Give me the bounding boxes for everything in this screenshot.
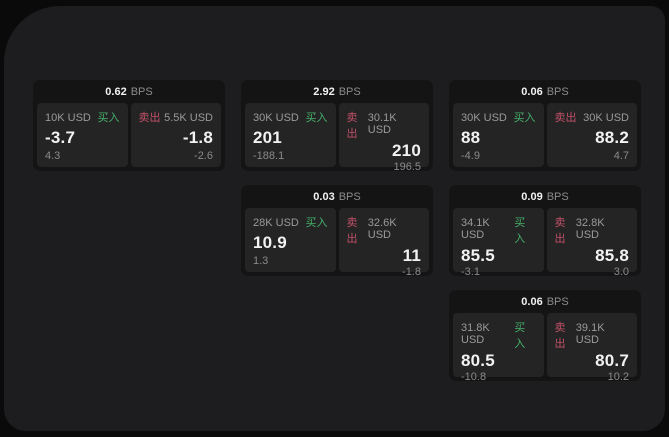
buy-price: 88 (461, 127, 481, 147)
buy-tag: 买入 (305, 217, 328, 229)
sell-delta: 196.5 (393, 161, 421, 171)
buy-delta: -188.1 (253, 150, 285, 162)
buy-price-tile[interactable]: 30K USD 买入 201 -188.1 (245, 103, 336, 167)
sell-size-label: 32.8K USD (575, 217, 605, 241)
sell-price: 11 (402, 246, 421, 265)
sell-price: 85.8 (595, 246, 629, 265)
sell-size-label: 5.5K USD (164, 112, 213, 124)
spread-value: 0.62 (105, 85, 127, 98)
sell-price-tile[interactable]: 卖出 39.1K USD 80.7 10.2 (546, 313, 637, 381)
buy-price-tile[interactable]: 31.8K USD 买入 80.5 -10.8 (453, 313, 544, 381)
buy-price-tile[interactable]: 34.1K USD 买入 85.5 -3.1 (453, 208, 544, 276)
spread-unit-label: BPS (130, 85, 153, 98)
buy-delta: -4.9 (461, 150, 480, 162)
spread-header: 0.09 BPS (449, 185, 641, 208)
buy-size-label: 34.1K USD (461, 217, 490, 241)
buy-price: -3.7 (45, 127, 76, 147)
spread-unit-label: BPS (546, 85, 569, 98)
sell-tag: 卖出 (554, 217, 566, 245)
buy-tag: 买入 (97, 112, 120, 124)
buy-price: 10.9 (253, 232, 287, 252)
sell-size-label: 32.6K USD (367, 217, 397, 241)
sell-price-tile[interactable]: 卖出 32.6K USD 11 -1.8 (338, 208, 429, 276)
quote-card: 0.06 BPS 30K USD 买入 88 -4.9 卖出 30K USD 8… (449, 80, 641, 171)
sell-tag: 卖出 (346, 217, 358, 245)
spread-header: 2.92 BPS (241, 80, 433, 103)
buy-price-tile[interactable]: 30K USD 买入 88 -4.9 (453, 103, 544, 167)
sell-price: 88.2 (595, 127, 629, 147)
sell-size-label: 30.1K USD (367, 112, 397, 136)
sell-delta: -2.6 (194, 150, 213, 162)
spread-unit-label: BPS (338, 190, 361, 203)
spread-unit-label: BPS (546, 295, 569, 308)
buy-size-label: 30K USD (461, 112, 507, 124)
sell-delta: 4.7 (613, 150, 629, 162)
buy-delta: 4.3 (45, 150, 61, 162)
quote-card: 0.03 BPS 28K USD 买入 10.9 1.3 卖出 32.6K US… (241, 185, 433, 276)
sell-price-tile[interactable]: 卖出 30.1K USD 210 196.5 (338, 103, 429, 171)
buy-price-tile[interactable]: 10K USD 买入 -3.7 4.3 (37, 103, 128, 167)
sell-delta: -1.8 (402, 266, 421, 276)
spread-value: 0.09 (521, 190, 543, 203)
buy-tag: 买入 (305, 112, 328, 124)
spread-unit-label: BPS (546, 190, 569, 203)
spread-header: 0.62 BPS (33, 80, 225, 103)
quote-card: 2.92 BPS 30K USD 买入 201 -188.1 卖出 30.1K … (241, 80, 433, 171)
sell-price: -1.8 (182, 127, 213, 147)
buy-price-tile[interactable]: 28K USD 买入 10.9 1.3 (245, 208, 336, 272)
buy-tag: 买入 (513, 112, 536, 124)
quote-card: 0.62 BPS 10K USD 买入 -3.7 4.3 卖出 5.5K USD… (33, 80, 225, 171)
sell-tag: 卖出 (554, 112, 577, 124)
sell-price-tile[interactable]: 卖出 5.5K USD -1.8 -2.6 (130, 103, 221, 167)
spread-unit-label: BPS (338, 85, 361, 98)
spread-header: 0.06 BPS (449, 80, 641, 103)
sell-price-tile[interactable]: 卖出 32.8K USD 85.8 3.0 (546, 208, 637, 276)
sell-tag: 卖出 (554, 322, 566, 350)
sell-delta: 10.2 (607, 371, 629, 381)
sell-price: 210 (392, 141, 421, 160)
spread-value: 0.06 (521, 85, 543, 98)
spread-header: 0.03 BPS (241, 185, 433, 208)
buy-size-label: 10K USD (45, 112, 91, 124)
sell-size-label: 30K USD (583, 112, 629, 124)
buy-size-label: 31.8K USD (461, 322, 490, 346)
spread-value: 0.03 (313, 190, 335, 203)
buy-price: 85.5 (461, 246, 495, 265)
buy-price: 201 (253, 127, 282, 147)
sell-tag: 卖出 (346, 112, 358, 140)
sell-delta: 3.0 (613, 266, 629, 276)
buy-price: 80.5 (461, 351, 495, 370)
buy-tag: 买入 (514, 322, 526, 350)
spread-value: 2.92 (313, 85, 335, 98)
sell-price: 80.7 (595, 351, 629, 370)
spread-header: 0.06 BPS (449, 290, 641, 313)
buy-tag: 买入 (514, 217, 526, 245)
sell-size-label: 39.1K USD (575, 322, 605, 346)
quote-card: 0.09 BPS 34.1K USD 买入 85.5 -3.1 卖出 32.8K… (449, 185, 641, 276)
quote-card: 0.06 BPS 31.8K USD 买入 80.5 -10.8 卖出 39.1… (449, 290, 641, 381)
sell-price-tile[interactable]: 卖出 30K USD 88.2 4.7 (546, 103, 637, 167)
buy-delta: 1.3 (253, 255, 269, 267)
buy-size-label: 30K USD (253, 112, 299, 124)
spread-value: 0.06 (521, 295, 543, 308)
buy-size-label: 28K USD (253, 217, 299, 229)
sell-tag: 卖出 (138, 112, 161, 124)
buy-delta: -10.8 (461, 371, 487, 381)
buy-delta: -3.1 (461, 266, 480, 276)
